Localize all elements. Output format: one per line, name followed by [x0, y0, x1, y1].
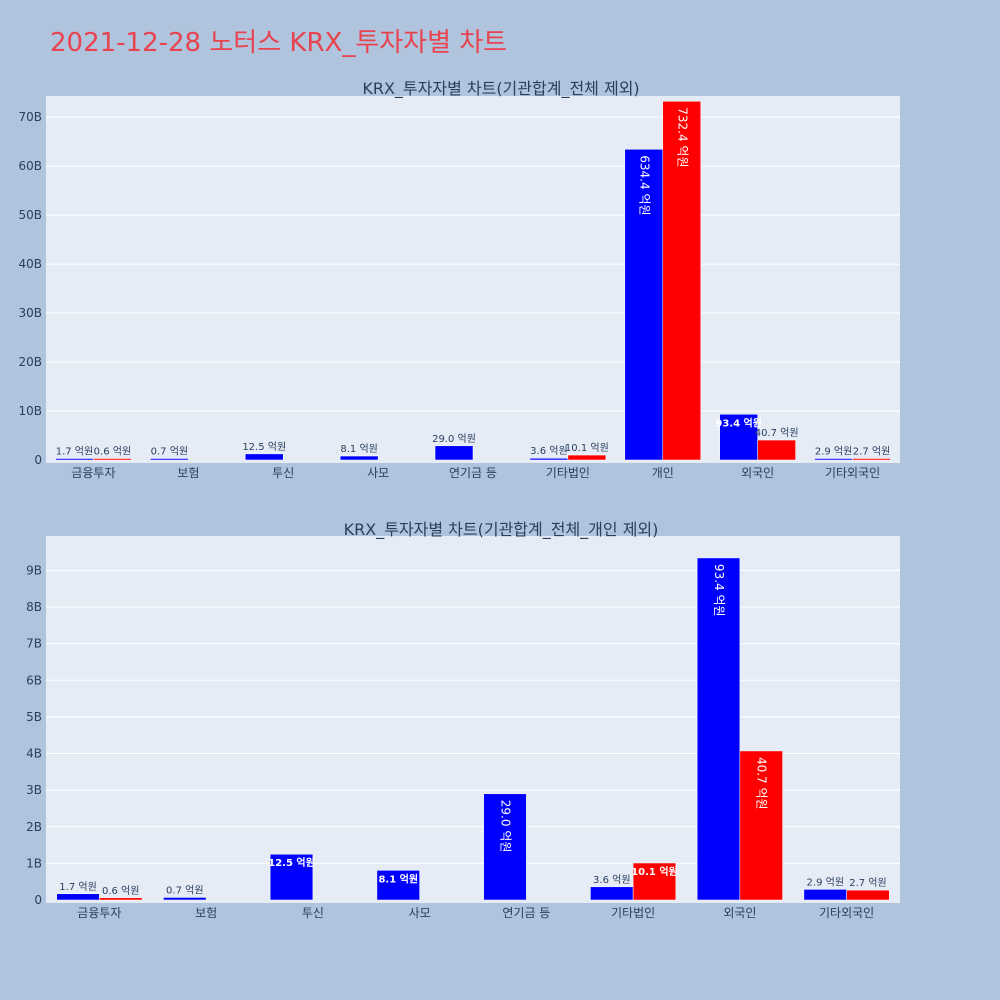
plot-area [46, 96, 900, 463]
x-tick-label: 기타외국인 [819, 906, 874, 920]
data-label: 732.4 억원 [675, 107, 689, 167]
data-label: 40.7 억원 [755, 757, 769, 810]
bar [624, 149, 664, 461]
y-tick-label: 50B [18, 208, 42, 222]
x-tick-label: 연기금 등 [449, 466, 497, 480]
y-tick-label: 0 [34, 893, 42, 907]
y-tick-label: 7B [26, 637, 42, 651]
y-tick-label: 1B [26, 856, 42, 870]
data-label: 3.6 억원 [593, 874, 630, 886]
x-tick-label: 기타법인 [611, 906, 655, 920]
x-tick-label: 금융투자 [77, 906, 121, 920]
bar [846, 889, 890, 901]
bar [163, 897, 207, 901]
data-label: 8.1 억원 [340, 443, 377, 455]
bar [529, 457, 569, 461]
x-tick-label: 투신 [302, 906, 324, 920]
y-tick-label: 40B [18, 257, 42, 271]
bar-chart-2: 0 1B 2B 3B 4B 5B 6B 7B 8B 9B KRX_투자자별 차트(기관합계_전체_개… [26, 520, 900, 920]
bar [719, 414, 758, 461]
bar [739, 750, 783, 901]
bar [339, 455, 379, 461]
y-tick-label: 8B [26, 600, 42, 614]
x-tick-label: 기타법인 [546, 466, 590, 480]
y-tick-label: 3B [26, 783, 42, 797]
bar [93, 458, 132, 461]
page-title: 2021-12-28 노터스 KRX_투자자별 차트 [50, 28, 508, 58]
bar [245, 453, 284, 461]
data-label: 2.9 억원 [815, 446, 852, 458]
x-tick-label: 외국인 [723, 906, 756, 920]
x-tick-label: 연기금 등 [502, 906, 550, 920]
data-label: 93.4 억원 [712, 564, 726, 617]
y-tick-label: 0 [34, 453, 42, 467]
bar [376, 870, 420, 901]
bar [150, 458, 189, 461]
bar [269, 853, 314, 901]
data-label: 93.4 억원 [715, 416, 762, 429]
bar [803, 889, 847, 901]
bar [814, 458, 853, 461]
data-label: 8.1 억원 [378, 872, 418, 885]
bar [99, 897, 143, 901]
x-tick-label: 기타외국인 [825, 466, 880, 480]
bar-chart-1: 0 10B 20B 30B 40B 50B 60B 70B KRX_투자자별 차트(기관합계_전… [18, 79, 900, 480]
data-label: 29.0 억원 [499, 800, 513, 853]
y-tick-label: 10B [18, 404, 42, 418]
bar [757, 439, 796, 461]
data-label: 10.1 억원 [565, 442, 609, 454]
data-label: 2.7 억원 [853, 446, 890, 458]
y-tick-label: 2B [26, 820, 42, 834]
x-tick-label: 외국인 [741, 466, 774, 480]
x-tick-label: 보험 [177, 466, 199, 480]
bar [590, 886, 634, 901]
x-tick-label: 개인 [652, 466, 674, 480]
y-tick-label: 20B [18, 355, 42, 369]
x-tick-label: 보험 [195, 906, 217, 920]
bar [696, 557, 741, 901]
data-label: 634.4 억원 [637, 155, 651, 215]
y-tick-label: 5B [26, 710, 42, 724]
data-label: 12.5 억원 [242, 441, 286, 453]
bar [632, 862, 677, 901]
chart-title: KRX_투자자별 차트(기관합계_전체_개인 제외) [344, 520, 659, 540]
bar [852, 458, 891, 461]
y-tick-label: 6B [26, 673, 42, 687]
data-label: 2.9 억원 [807, 876, 844, 888]
data-label: 2.7 억원 [849, 877, 886, 889]
data-label: 12.5 억원 [268, 856, 315, 869]
y-tick-label: 30B [18, 306, 42, 320]
x-tick-label: 사모 [367, 466, 389, 480]
y-tick-label: 70B [18, 110, 42, 124]
data-label: 1.7 억원 [56, 446, 93, 458]
data-label: 29.0 억원 [432, 433, 476, 445]
data-label: 40.7 억원 [755, 427, 799, 439]
chart-title: KRX_투자자별 차트(기관합계_전체 제외) [362, 79, 639, 99]
bar [483, 793, 527, 901]
x-tick-label: 금융투자 [71, 466, 115, 480]
data-label: 0.7 억원 [151, 446, 188, 458]
bar [434, 445, 474, 461]
x-tick-label: 투신 [272, 466, 294, 480]
x-tick-label: 사모 [409, 906, 431, 920]
bar [56, 893, 100, 901]
data-label: 10.1 억원 [631, 865, 678, 878]
y-tick-label: 9B [26, 563, 42, 577]
bar [662, 101, 701, 461]
bar [55, 458, 94, 461]
y-tick-label: 60B [18, 159, 42, 173]
data-label: 1.7 억원 [59, 881, 96, 893]
data-label: 3.6 억원 [530, 445, 567, 457]
bar [567, 454, 607, 461]
data-label: 0.6 억원 [102, 885, 139, 897]
data-label: 0.7 억원 [166, 884, 203, 896]
y-tick-label: 4B [26, 747, 42, 761]
data-label: 0.6 억원 [94, 446, 131, 458]
